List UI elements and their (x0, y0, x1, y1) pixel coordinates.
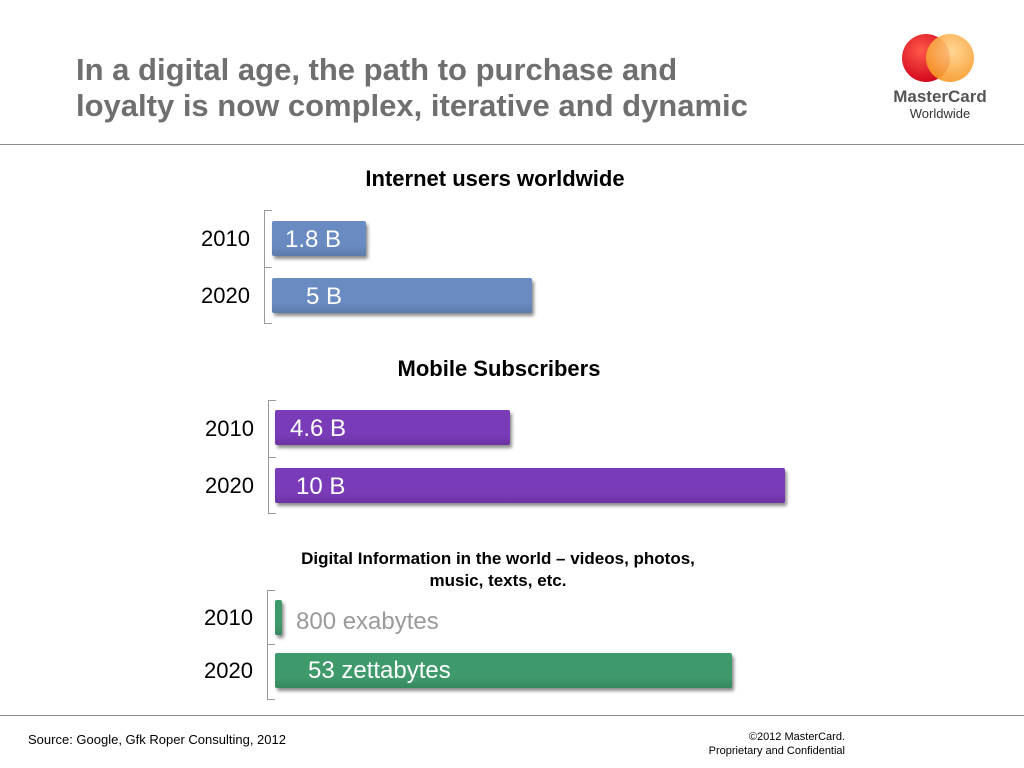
category-axis (267, 590, 275, 700)
mastercard-logo: MasterCard Worldwide (888, 32, 992, 124)
logo-text-worldwide: Worldwide (910, 106, 970, 121)
bar-digital-2010 (275, 600, 282, 635)
category-label: 2010 (205, 416, 254, 441)
copyright-note: ©2012 MasterCard. Proprietary and Confid… (709, 730, 845, 758)
chart-title-internet-users: Internet users worldwide (365, 166, 625, 191)
bar-digital-2020 (275, 653, 732, 688)
slide-title-line-1: In a digital age, the path to purchase a… (76, 52, 678, 87)
chart-title-mobile-subscribers: Mobile Subscribers (397, 356, 601, 381)
mastercard-circles-icon: MasterCard Worldwide (893, 34, 987, 121)
bar-internet-2010 (272, 221, 366, 256)
data-label: 53 zettabytes (308, 657, 451, 684)
chart-title-line-1: Digital Information in the world – video… (301, 549, 695, 568)
data-label: 5 B (306, 283, 343, 310)
data-label: 10 B (296, 473, 346, 500)
bar-mobile-2010 (275, 410, 510, 445)
copyright-line-2: Proprietary and Confidential (708, 745, 845, 757)
bar-internet-2020 (272, 278, 532, 313)
category-label: 2020 (205, 473, 254, 498)
chart-title-digital-information: Digital Information in the world – video… (248, 548, 748, 592)
data-label: 800 exabytes (296, 608, 439, 635)
chart-title-line-2: music, texts, etc. (429, 571, 567, 590)
source-note: Source: Google, Gfk Roper Consulting, 20… (28, 732, 286, 747)
category-label: 2010 (204, 605, 253, 630)
footer-divider (0, 715, 1024, 716)
header-divider (0, 144, 1024, 145)
slide-title-line-2: loyalty is now complex, iterative and dy… (76, 88, 748, 123)
data-label: 1.8 B (285, 226, 342, 253)
category-label: 2010 (201, 226, 250, 251)
category-axis (264, 210, 272, 324)
copyright-line-1: ©2012 MasterCard. (748, 731, 845, 743)
category-label: 2020 (204, 658, 253, 683)
category-axis (268, 400, 276, 514)
data-label: 4.6 B (290, 415, 347, 442)
category-label: 2020 (201, 283, 250, 308)
bar-mobile-2020 (275, 468, 785, 503)
slide-title: In a digital age, the path to purchase a… (76, 52, 748, 124)
logo-text-mastercard: MasterCard (893, 87, 987, 106)
